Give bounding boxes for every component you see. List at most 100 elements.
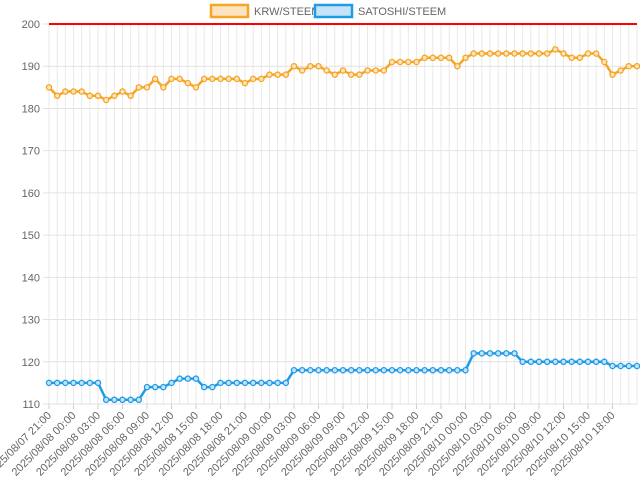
data-point	[119, 88, 126, 95]
data-point	[503, 50, 510, 57]
data-point	[592, 50, 600, 57]
data-point	[323, 67, 330, 74]
legend-label: KRW/STEEM	[254, 6, 320, 18]
data-point	[413, 58, 420, 66]
data-point	[225, 379, 232, 387]
data-point	[266, 379, 273, 387]
data-point	[111, 396, 118, 404]
data-point	[217, 379, 224, 387]
data-point	[209, 75, 216, 83]
data-point	[94, 379, 102, 387]
data-point	[160, 383, 167, 391]
data-point	[543, 50, 551, 57]
data-point	[111, 92, 118, 100]
data-point	[168, 75, 175, 83]
data-point	[331, 366, 339, 374]
data-point	[45, 84, 53, 91]
data-point	[62, 379, 69, 387]
data-point	[127, 92, 134, 100]
grid	[43, 23, 638, 405]
data-point	[560, 50, 567, 57]
data-point	[266, 71, 273, 78]
y-tick-label: 120	[22, 357, 40, 369]
data-point	[192, 375, 200, 382]
data-point	[445, 366, 453, 374]
series-1	[45, 350, 640, 404]
data-point	[396, 366, 404, 374]
data-point	[298, 67, 306, 74]
data-point	[102, 96, 110, 104]
data-point	[364, 67, 371, 74]
data-point	[331, 71, 339, 78]
data-point	[347, 71, 355, 78]
data-point	[625, 62, 633, 70]
data-point	[307, 62, 314, 70]
data-point	[429, 366, 437, 374]
data-point	[519, 50, 526, 57]
data-point	[78, 379, 85, 387]
series-0	[45, 46, 640, 104]
data-point	[486, 50, 494, 57]
data-point	[429, 54, 437, 62]
legend-item-1[interactable]: SATOSHI/STEEM	[313, 3, 446, 19]
data-point	[200, 75, 208, 83]
data-point	[258, 75, 265, 83]
data-point	[70, 379, 77, 387]
data-point	[225, 75, 232, 83]
data-point	[143, 84, 151, 91]
data-point	[437, 54, 445, 62]
data-point	[282, 71, 290, 78]
y-tick-label: 170	[22, 146, 40, 158]
data-point	[503, 350, 510, 357]
data-point	[233, 75, 241, 83]
data-point	[323, 366, 330, 374]
data-point	[249, 379, 257, 387]
data-point	[184, 79, 192, 87]
data-point	[543, 358, 551, 366]
y-tick-label: 130	[22, 315, 40, 327]
data-point	[535, 358, 543, 366]
data-point	[290, 62, 298, 70]
data-point	[388, 58, 396, 66]
data-point	[249, 75, 257, 83]
data-point	[241, 79, 249, 87]
data-point	[478, 350, 486, 357]
data-point	[633, 362, 640, 370]
data-point	[45, 379, 53, 387]
data-point	[372, 67, 379, 74]
data-point	[339, 366, 347, 374]
data-point	[282, 379, 290, 387]
data-point	[347, 366, 355, 374]
data-point	[127, 396, 134, 404]
data-point	[445, 54, 453, 62]
data-point	[135, 396, 143, 404]
data-point	[241, 379, 249, 387]
data-point	[53, 92, 61, 100]
data-point	[568, 358, 575, 366]
data-point	[527, 50, 535, 57]
data-point	[560, 358, 567, 366]
data-point	[486, 350, 494, 357]
data-point	[405, 366, 412, 374]
data-point	[151, 75, 159, 83]
data-point	[102, 396, 110, 404]
data-point	[151, 383, 159, 391]
legend-label: SATOSHI/STEEM	[358, 6, 446, 18]
data-point	[62, 88, 69, 95]
data-point	[307, 366, 314, 374]
data-point	[53, 379, 61, 387]
data-point	[192, 84, 200, 91]
data-point	[454, 62, 461, 70]
data-point	[519, 358, 526, 366]
legend-item-0[interactable]: KRW/STEEM	[209, 3, 320, 19]
data-point	[176, 75, 183, 83]
data-point	[86, 379, 94, 387]
data-point	[315, 62, 322, 70]
data-point	[494, 50, 502, 57]
y-tick-label: 150	[22, 230, 40, 242]
data-point	[535, 50, 543, 57]
data-point	[462, 54, 469, 62]
data-point	[454, 366, 461, 374]
legend-swatch	[313, 3, 354, 19]
